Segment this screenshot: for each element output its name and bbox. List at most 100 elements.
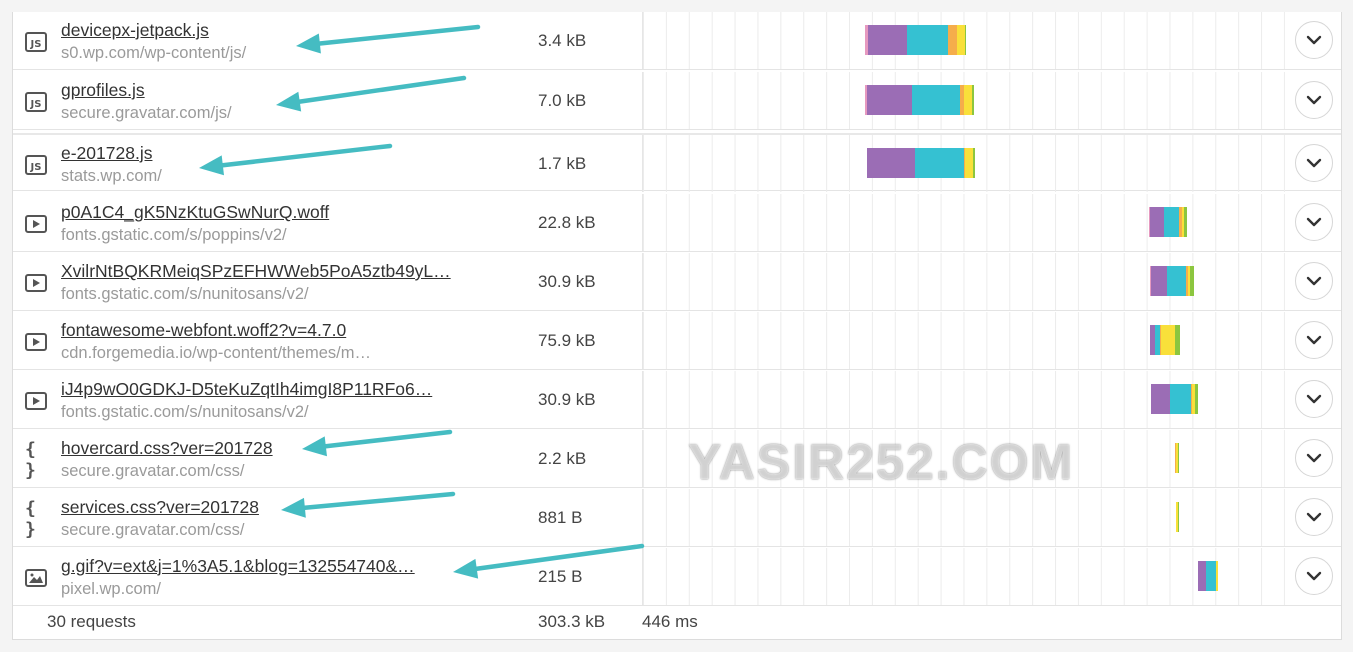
timing-segment-wait [963, 85, 972, 115]
font-file-icon [25, 274, 47, 292]
resource-path: secure.gravatar.com/css/ [61, 521, 245, 539]
chevron-down-icon [1306, 276, 1322, 286]
svg-text:JS: JS [30, 162, 42, 173]
resource-size: 2.2 kB [538, 449, 587, 468]
font-file-icon [25, 215, 47, 233]
timing-segment-wait [957, 25, 965, 55]
waterfall-track [642, 72, 1286, 129]
expand-row-button[interactable] [1295, 262, 1333, 300]
timing-segment-send [960, 85, 964, 115]
expand-row-button[interactable] [1295, 380, 1333, 418]
chevron-down-icon [1306, 95, 1322, 105]
timing-bar [1148, 207, 1188, 237]
timing-segment-receive [973, 148, 975, 178]
chevron-down-icon [1306, 394, 1322, 404]
resource-link[interactable]: p0A1C4_gK5NzKtuGSwNurQ.woff [61, 202, 330, 222]
css-file-icon: { } [25, 498, 38, 540]
resource-path: fonts.gstatic.com/s/nunitosans/v2/ [61, 285, 309, 303]
resource-size: 881 B [538, 508, 583, 527]
resource-link[interactable]: hovercard.css?ver=201728 [61, 438, 273, 458]
request-row[interactable]: p0A1C4_gK5NzKtuGSwNurQ.woff fonts.gstatic… [13, 194, 1341, 252]
expand-row-button[interactable] [1295, 21, 1333, 59]
css-file-icon: { } [25, 439, 38, 481]
resource-path: fonts.gstatic.com/s/nunitosans/v2/ [61, 403, 309, 421]
resource-link[interactable]: gprofiles.js [61, 80, 145, 100]
timing-segment-dns [1150, 384, 1171, 414]
timing-segment-connect [914, 148, 965, 178]
chevron-down-icon [1306, 158, 1322, 168]
expand-row-button[interactable] [1295, 81, 1333, 119]
request-row[interactable]: { } services.css?ver=201728 secure.gravata… [13, 489, 1341, 547]
resource-path: secure.gravatar.com/js/ [61, 104, 232, 122]
timing-segment-receive [964, 25, 966, 55]
timing-segment-connect [1206, 561, 1216, 591]
timing-segment-wait [1188, 266, 1191, 296]
timing-segment-blocked [865, 85, 867, 115]
font-file-icon [25, 333, 47, 351]
svg-text:JS: JS [30, 99, 42, 110]
timing-segment-send [1190, 384, 1192, 414]
expand-row-button[interactable] [1295, 321, 1333, 359]
expand-row-button[interactable] [1295, 203, 1333, 241]
js-file-icon: JS [25, 92, 47, 112]
request-row[interactable]: iJ4p9wO0GDKJ-D5teKuZqtIh4imgI8P11RFo6… fo… [13, 371, 1341, 429]
resource-size: 3.4 kB [538, 31, 587, 50]
resource-link[interactable]: XvilrNtBQKRMeiqSPzEFHWWeb5PoA5ztb49yL… [61, 261, 451, 281]
chevron-down-icon [1306, 335, 1322, 345]
timing-segment-receive [1178, 502, 1179, 532]
resource-link[interactable]: iJ4p9wO0GDKJ-D5teKuZqtIh4imgI8P11RFo6… [61, 379, 433, 399]
timing-segment-dns [866, 85, 913, 115]
summary-footer: 30 requests 303.3 kB 446 ms [13, 607, 1341, 639]
timing-segment-blocked [1148, 207, 1150, 237]
timing-segment-wait [1181, 207, 1184, 237]
expand-row-button[interactable] [1295, 144, 1333, 182]
resource-path: stats.wp.com/ [61, 167, 162, 185]
request-row[interactable]: JS e-201728.js stats.wp.com/1.7 kB [13, 133, 1341, 192]
waterfall-track [642, 12, 1286, 69]
timing-segment-wait [1191, 384, 1196, 414]
resource-size: 30.9 kB [538, 272, 596, 291]
resource-link[interactable]: g.gif?v=ext&j=1%3A5.1&blog=132554740&… [61, 556, 415, 576]
resource-size: 22.8 kB [538, 213, 596, 232]
request-row[interactable]: g.gif?v=ext&j=1%3A5.1&blog=132554740&… pi… [13, 548, 1341, 606]
request-count: 30 requests [47, 612, 136, 631]
timing-segment-blocked [865, 25, 868, 55]
request-row[interactable]: { } hovercard.css?ver=201728 secure.gravat… [13, 430, 1341, 488]
resource-link[interactable]: fontawesome-webfont.woff2?v=4.7.0 [61, 320, 347, 340]
timing-segment-wait [965, 148, 974, 178]
timing-bar [865, 25, 966, 55]
chevron-down-icon [1306, 217, 1322, 227]
request-row[interactable]: JS gprofiles.js secure.gravatar.com/js/7.0… [13, 72, 1341, 130]
request-row[interactable]: JS devicepx-jetpack.js s0.wp.com/wp-conten… [13, 12, 1341, 70]
timing-segment-dns [866, 148, 915, 178]
resource-path: s0.wp.com/wp-content/js/ [61, 44, 247, 62]
load-time: 446 ms [642, 612, 698, 631]
timing-segment-wait [1160, 325, 1176, 355]
timing-bar [1149, 325, 1180, 355]
chevron-down-icon [1306, 512, 1322, 522]
total-size: 303.3 kB [538, 612, 606, 631]
timing-bar [1175, 443, 1179, 473]
waterfall-track [642, 253, 1286, 310]
request-row[interactable]: XvilrNtBQKRMeiqSPzEFHWWeb5PoA5ztb49yL… fo… [13, 253, 1341, 311]
expand-row-button[interactable] [1295, 439, 1333, 477]
timing-bar [865, 85, 974, 115]
request-row[interactable]: fontawesome-webfont.woff2?v=4.7.0 cdn.for… [13, 312, 1341, 370]
resource-link[interactable]: devicepx-jetpack.js [61, 20, 209, 40]
resource-path: fonts.gstatic.com/s/poppins/v2/ [61, 226, 287, 244]
timing-bar [1150, 384, 1199, 414]
timing-segment-receive [1183, 207, 1188, 237]
timing-segment-send [947, 25, 958, 55]
expand-row-button[interactable] [1295, 498, 1333, 536]
chevron-down-icon [1306, 35, 1322, 45]
resource-link[interactable]: e-201728.js [61, 143, 153, 163]
timing-segment-wait [1215, 561, 1219, 591]
resource-link[interactable]: services.css?ver=201728 [61, 497, 259, 517]
timing-bar [1175, 502, 1179, 532]
expand-row-button[interactable] [1295, 557, 1333, 595]
resource-size: 7.0 kB [538, 91, 587, 110]
timing-segment-connect [1167, 266, 1186, 296]
timing-segment-connect [907, 25, 948, 55]
resource-size: 30.9 kB [538, 390, 596, 409]
timing-segment-dns [1198, 561, 1207, 591]
